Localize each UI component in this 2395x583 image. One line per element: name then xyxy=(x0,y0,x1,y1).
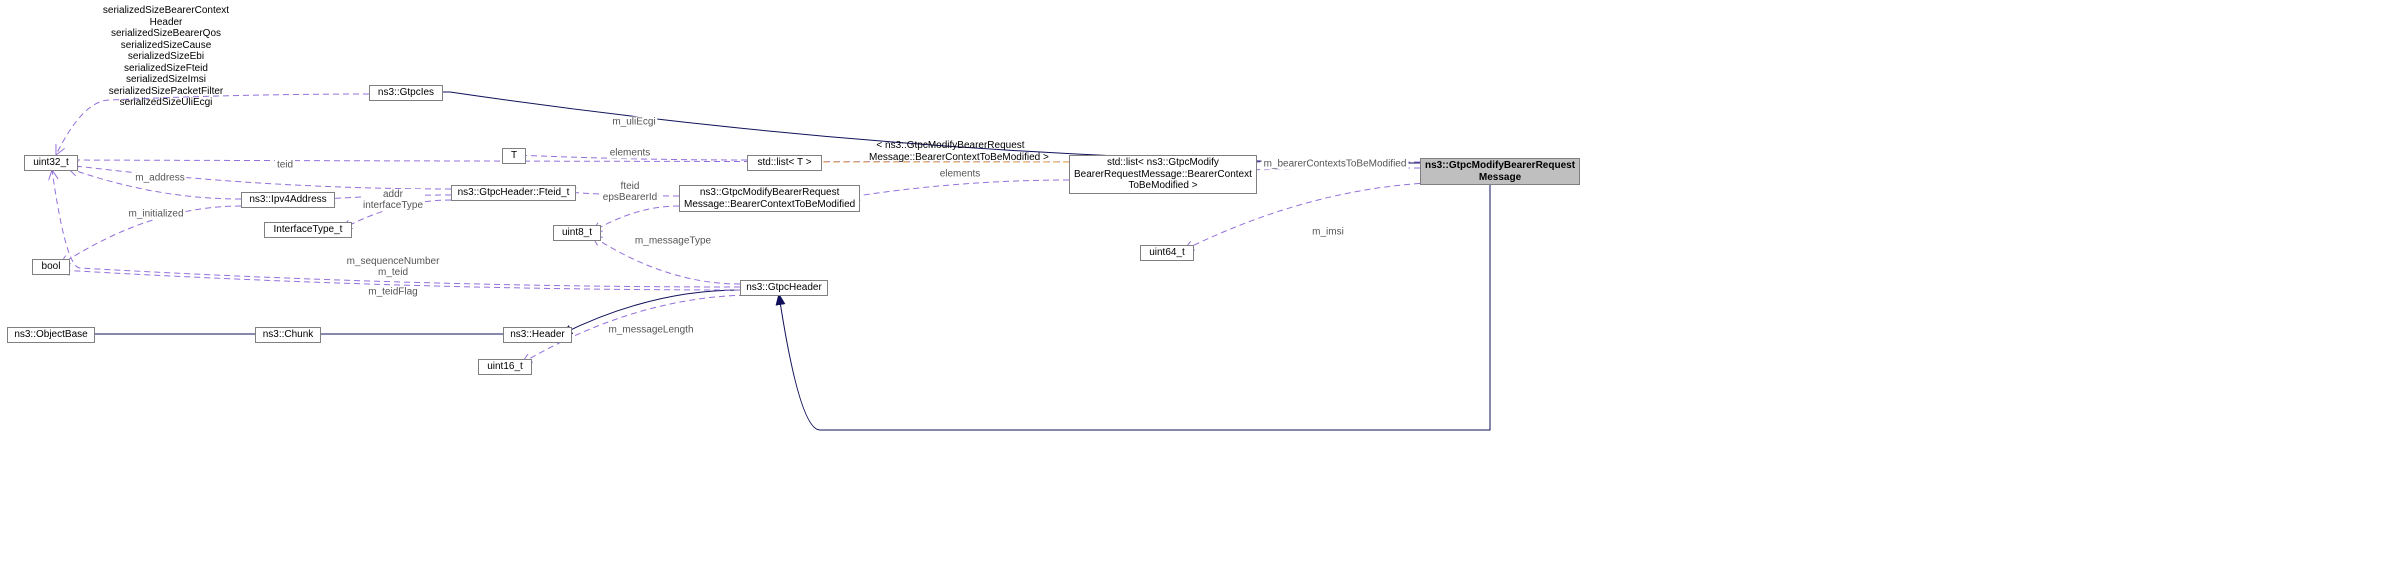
node-fteid[interactable]: ns3::GtpcHeader::Fteid_t xyxy=(451,185,576,201)
node-uint8[interactable]: uint8_t xyxy=(553,225,601,241)
edge-fteid-uint32 xyxy=(68,165,451,189)
node-uint16[interactable]: uint16_t xyxy=(478,359,532,375)
edge-label-stdlistT-T: elements xyxy=(608,148,653,159)
node-stdlistBC[interactable]: std::list< ns3::GtpcModify BearerRequest… xyxy=(1069,155,1257,194)
node-header[interactable]: ns3::Header xyxy=(503,327,572,343)
edge-label-gtpcheader-bool: m_teidFlag xyxy=(366,287,419,298)
edge-label-gtpcheader-uint8: m_messageType xyxy=(633,236,713,247)
label-serialized: serializedSizeBearerContext Header seria… xyxy=(101,5,231,109)
node-gtpcheader[interactable]: ns3::GtpcHeader xyxy=(740,280,828,296)
node-main[interactable]: ns3::GtpcModifyBearerRequest Message xyxy=(1420,158,1580,185)
edge-label-fteid-ipv4: addr interfaceType xyxy=(361,189,425,211)
node-ipv4[interactable]: ns3::Ipv4Address xyxy=(241,192,335,208)
edge-main-gtpcheader xyxy=(779,182,1490,430)
node-gtpcies[interactable]: ns3::GtpcIes xyxy=(369,85,443,101)
node-uint32[interactable]: uint32_t xyxy=(24,155,78,171)
edge-label-main-uint32: m_uliEcgi xyxy=(610,117,657,128)
edge-label-main-uint64: m_imsi xyxy=(1310,227,1346,238)
edge-stdlistBC-bctbm xyxy=(850,180,1069,197)
node-iftype[interactable]: InterfaceType_t xyxy=(264,222,352,238)
edge-label-fteid-uint32: teid xyxy=(275,160,295,171)
node-stdlistT[interactable]: std::list< T > xyxy=(747,155,822,171)
node-T[interactable]: T xyxy=(502,148,526,164)
edge-label-ipv4-bool: m_initialized xyxy=(126,209,185,220)
label-tmpl_spec: < ns3::GtpcModifyBearerRequest Message::… xyxy=(869,140,1032,163)
node-bool[interactable]: bool xyxy=(32,259,70,275)
node-bctbm[interactable]: ns3::GtpcModifyBearerRequest Message::Be… xyxy=(679,185,860,212)
node-objectbase[interactable]: ns3::ObjectBase xyxy=(7,327,95,343)
node-chunk[interactable]: ns3::Chunk xyxy=(255,327,321,343)
edge-bctbm-uint8 xyxy=(592,206,679,232)
edge-label-stdlistBC-bctbm: elements xyxy=(938,169,983,180)
edge-label-ipv4-uint32: m_address xyxy=(133,173,186,184)
edge-label-gtpcheader-uint32: m_sequenceNumber m_teid xyxy=(345,256,442,278)
edge-label-main-stdlistBC: m_bearerContextsToBeModified xyxy=(1262,159,1409,170)
edge-label-bctbm-fteid: fteid epsBearerId xyxy=(601,181,659,203)
node-uint64[interactable]: uint64_t xyxy=(1140,245,1194,261)
edge-label-gtpcheader-uint16: m_messageLength xyxy=(606,325,695,336)
